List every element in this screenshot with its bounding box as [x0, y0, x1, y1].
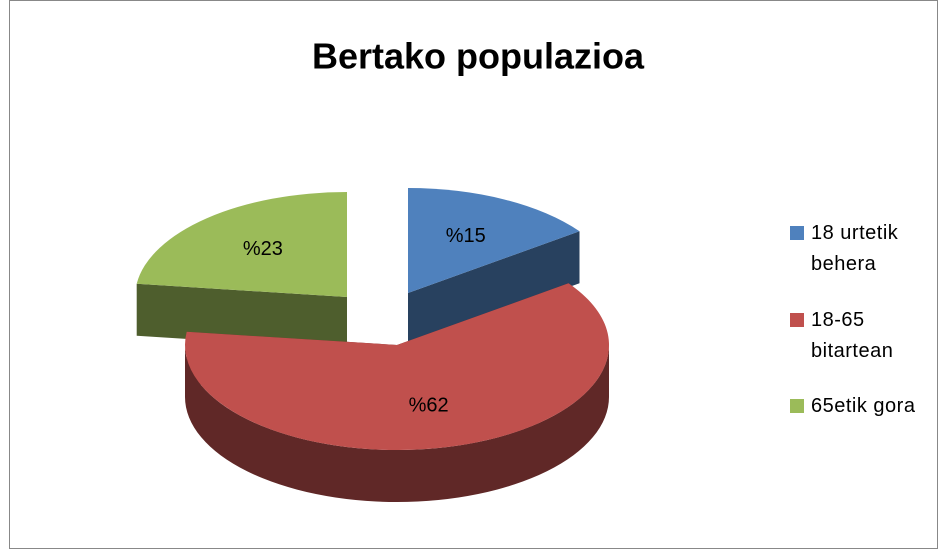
legend-item: 65etik gora — [790, 391, 930, 422]
legend-swatch — [790, 313, 804, 327]
slice-wall — [185, 345, 609, 502]
chart-title: Bertako populazioa — [312, 36, 645, 77]
slice — [136, 192, 347, 297]
legend-swatch — [790, 399, 804, 413]
slice — [185, 283, 610, 451]
legend-label: 18 urtetik behera — [811, 222, 899, 275]
slice-side — [408, 231, 580, 345]
data-label: %62 — [409, 394, 449, 416]
legend-item: 18-65 bitartean — [790, 305, 930, 367]
legend-label: 18-65 bitartean — [811, 309, 894, 362]
legend-label: 65etik gora — [811, 395, 916, 417]
data-label: %15 — [446, 225, 486, 247]
legend-swatch — [790, 226, 804, 240]
pie: %15 %62 %23 — [136, 188, 610, 502]
data-label: %23 — [243, 238, 283, 260]
legend-item: 18 urtetik behera — [790, 218, 930, 280]
slice — [408, 188, 580, 293]
